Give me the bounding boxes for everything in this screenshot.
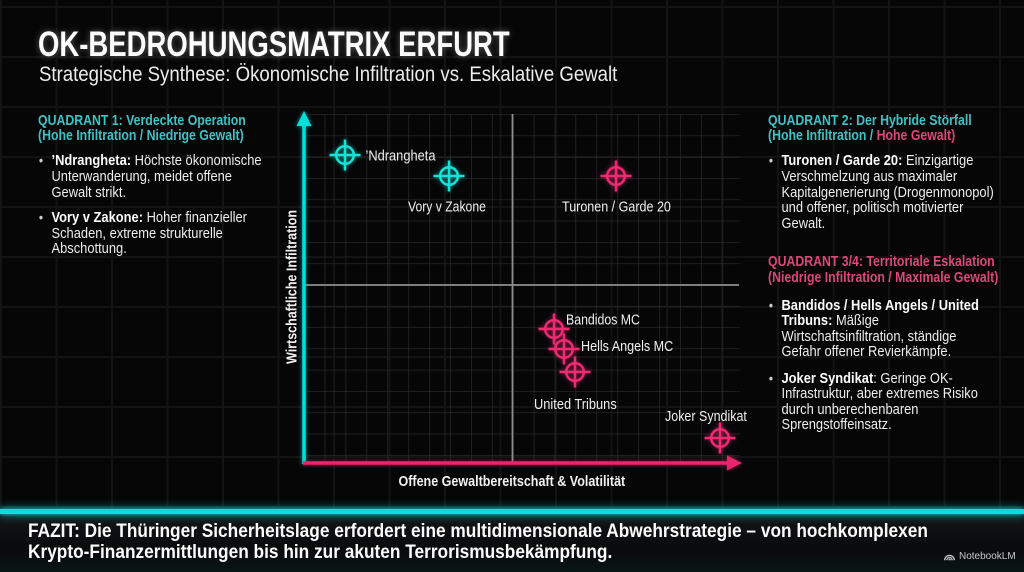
svg-text:’Ndrangheta: ’Ndrangheta xyxy=(366,147,436,164)
svg-text:Joker Syndikat: Joker Syndikat xyxy=(665,408,747,424)
svg-text:Hells Angels MC: Hells Angels MC xyxy=(581,337,673,354)
svg-text:Vory v Zakone: Vory v Zakone xyxy=(408,198,486,214)
svg-text:Turonen / Garde 20: Turonen / Garde 20 xyxy=(562,197,671,214)
svg-text:United Tribuns: United Tribuns xyxy=(534,395,617,412)
svg-text:Offene Gewaltbereitschaft & Vo: Offene Gewaltbereitschaft & Volatilität xyxy=(399,472,626,489)
svg-text:Bandidos MC: Bandidos MC xyxy=(566,311,640,327)
svg-text:Wirtschaftliche Infiltration: Wirtschaftliche Infiltration xyxy=(283,210,299,364)
